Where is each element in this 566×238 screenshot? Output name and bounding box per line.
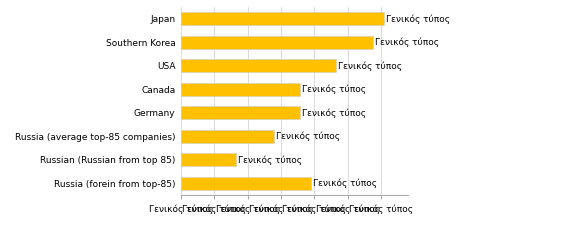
Text: Γενικός τύπος: Γενικός τύπος [302, 85, 366, 94]
Text: Γενικός τύπος: Γενικός τύπος [313, 179, 377, 188]
Text: Γενικός τύπος: Γενικός τύπος [386, 14, 450, 24]
Text: Γενικός τύπος: Γενικός τύπος [276, 132, 340, 141]
Bar [181, 106, 299, 119]
Bar [181, 12, 384, 25]
Bar [181, 36, 373, 49]
Text: Γενικός τύπος: Γενικός τύπος [337, 61, 402, 71]
Bar [181, 83, 299, 96]
Bar [181, 60, 336, 72]
Text: Γενικός τύπος: Γενικός τύπος [302, 108, 366, 118]
Bar [181, 177, 311, 190]
Text: Γενικός τύπος: Γενικός τύπος [238, 155, 302, 165]
Text: Γενικός τύπος: Γενικός τύπος [375, 38, 439, 47]
Bar [181, 154, 235, 166]
Bar [181, 130, 275, 143]
